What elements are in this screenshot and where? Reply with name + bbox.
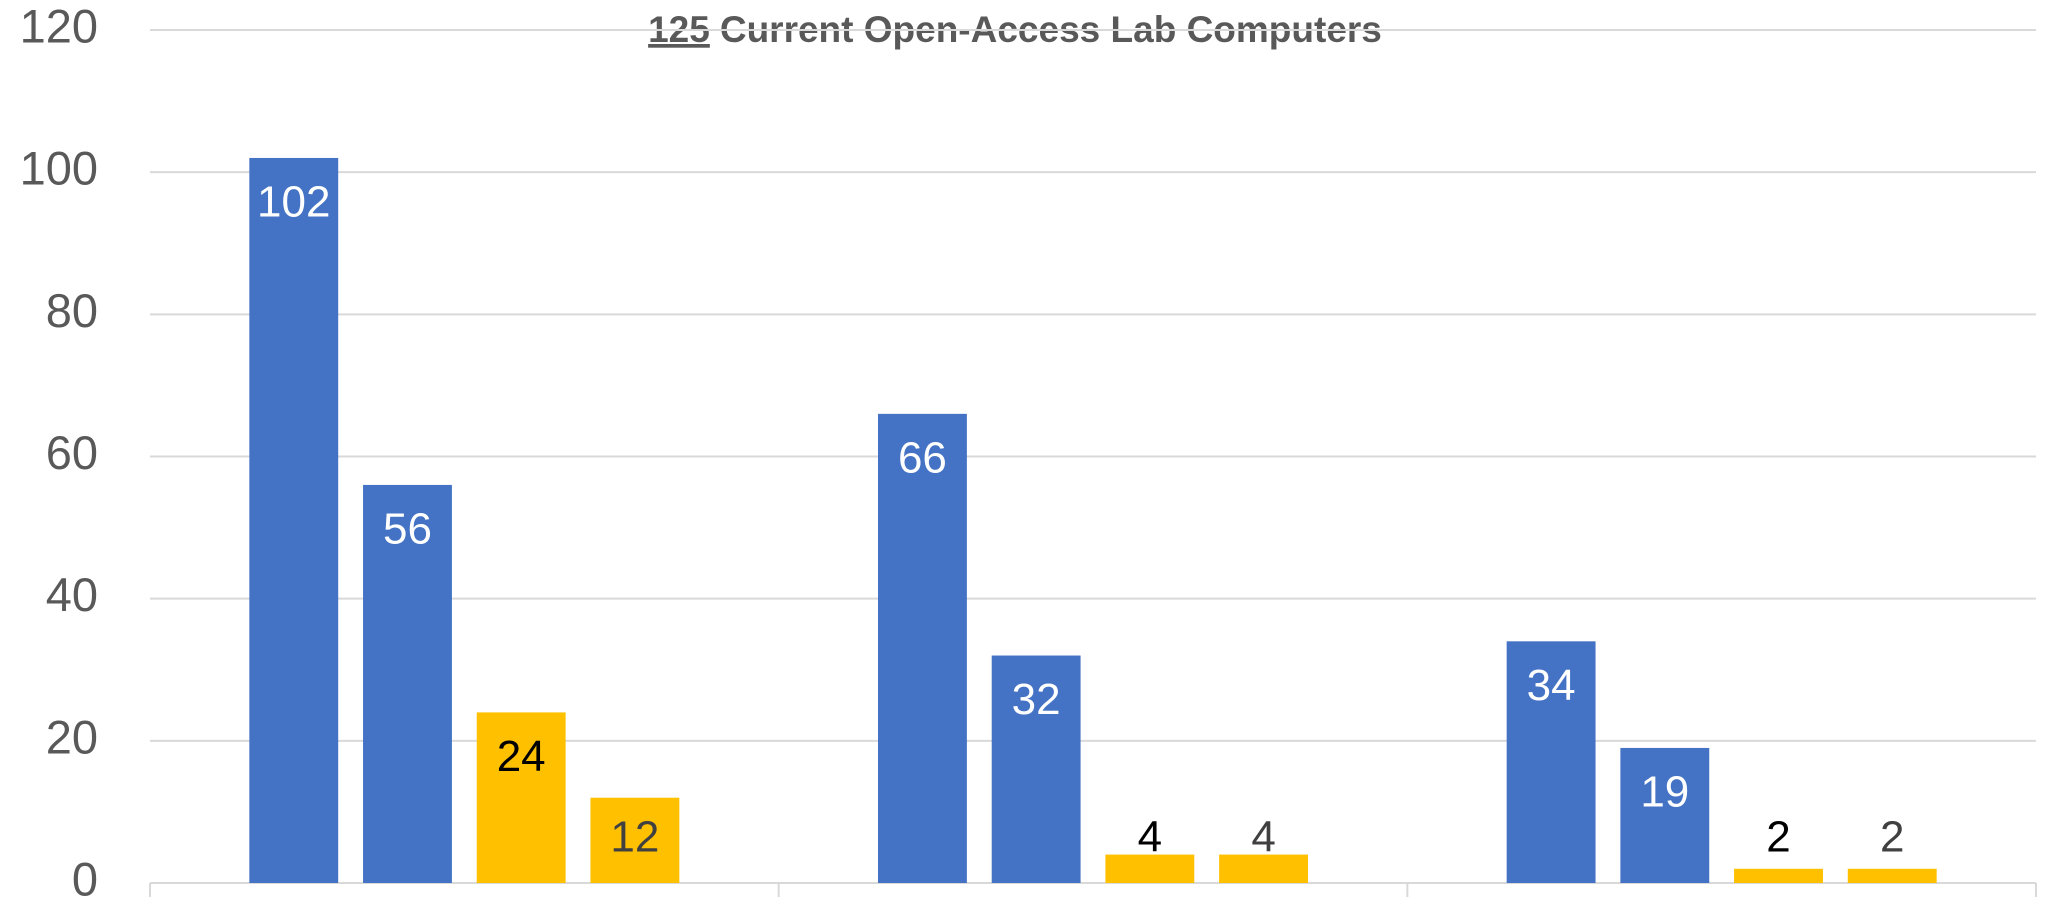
y-tick-label: 80 <box>46 284 98 337</box>
bar <box>877 413 967 883</box>
bar <box>590 797 680 883</box>
data-label: 24 <box>497 732 546 781</box>
data-label: 66 <box>898 433 947 482</box>
bar <box>1105 854 1195 883</box>
data-label: 12 <box>610 813 659 862</box>
y-tick-label: 100 <box>20 142 98 195</box>
y-tick-label: 60 <box>46 426 98 479</box>
bar <box>1734 868 1823 883</box>
data-label: 2 <box>1766 813 1790 862</box>
bar <box>991 655 1081 883</box>
bar <box>476 712 566 883</box>
data-label: 34 <box>1527 661 1576 710</box>
bar <box>1847 868 1937 883</box>
data-label: 102 <box>257 178 330 227</box>
data-label: 19 <box>1640 768 1689 817</box>
y-tick-label: 120 <box>20 0 98 52</box>
data-label: 32 <box>1012 675 1061 724</box>
bar <box>1506 641 1596 883</box>
data-label: 56 <box>383 505 432 554</box>
y-tick-label: 0 <box>72 852 98 901</box>
data-label: 2 <box>1880 813 1904 862</box>
y-tick-label: 40 <box>46 568 98 621</box>
bar <box>363 484 452 883</box>
data-label: 4 <box>1251 813 1275 862</box>
bar <box>1620 747 1710 883</box>
data-label: 4 <box>1138 813 1162 862</box>
bar <box>1219 854 1309 883</box>
bar <box>249 157 339 883</box>
y-tick-label: 20 <box>46 710 98 763</box>
